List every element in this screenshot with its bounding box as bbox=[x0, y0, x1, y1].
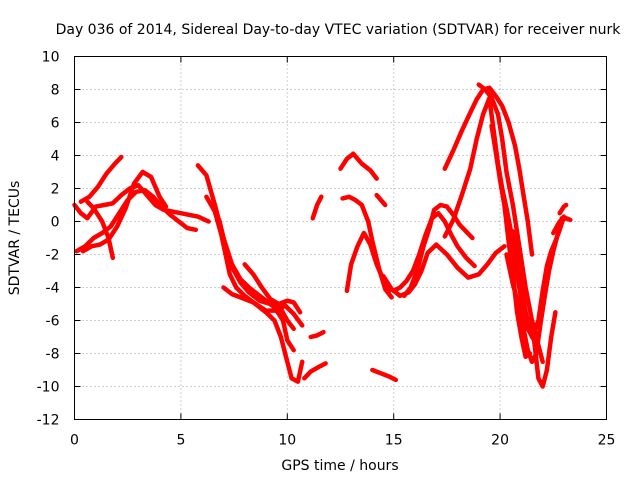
x-tick-label: 25 bbox=[598, 433, 616, 449]
x-tick-label: 0 bbox=[70, 433, 79, 449]
x-tick-labels: 0 5 10 15 20 25 bbox=[70, 433, 615, 449]
y-tick-label: 6 bbox=[51, 116, 60, 132]
y-tick-label: 8 bbox=[51, 83, 60, 99]
series-track-2 bbox=[74, 187, 199, 254]
y-tick-label: -6 bbox=[46, 314, 60, 330]
y-tick-label: -12 bbox=[37, 413, 60, 429]
series-track-13 bbox=[310, 194, 324, 221]
series-track-4 bbox=[78, 154, 124, 204]
series-track-16 bbox=[340, 194, 394, 300]
series-track-22 bbox=[442, 95, 492, 239]
y-tick-label: 10 bbox=[42, 50, 60, 66]
y-tick-label: 2 bbox=[51, 182, 60, 198]
series-track-23 bbox=[442, 85, 535, 257]
chart-title: Day 036 of 2014, Sidereal Day-to-day VTE… bbox=[56, 22, 622, 38]
series-track-27 bbox=[510, 214, 567, 340]
data-series bbox=[72, 82, 573, 389]
series-track-14 bbox=[338, 151, 379, 181]
series-track-29 bbox=[551, 215, 573, 236]
y-tick-label: 4 bbox=[51, 149, 60, 165]
series-track-3 bbox=[80, 169, 169, 254]
series-track-11 bbox=[302, 361, 328, 381]
series-track-30 bbox=[489, 123, 533, 360]
series-track-18 bbox=[374, 192, 388, 208]
y-tick-label: -8 bbox=[46, 347, 60, 363]
series-track-12 bbox=[308, 329, 326, 340]
x-axis-label: GPS time / hours bbox=[281, 458, 398, 474]
y-tick-labels: -12 -10 -8 -6 -4 -2 0 2 4 6 8 10 bbox=[37, 50, 60, 429]
y-axis-label: SDTVAR / TECUs bbox=[7, 181, 23, 296]
series-track-24 bbox=[476, 82, 545, 365]
series-track-17 bbox=[370, 367, 399, 383]
series-track-6 bbox=[195, 163, 296, 353]
x-tick-label: 10 bbox=[278, 433, 296, 449]
axis-ticks bbox=[74, 56, 607, 420]
x-tick-label: 15 bbox=[385, 433, 403, 449]
series-track-9 bbox=[221, 285, 305, 328]
y-tick-label: -10 bbox=[37, 380, 60, 396]
series-track-10 bbox=[242, 262, 303, 315]
x-tick-label: 5 bbox=[176, 433, 185, 449]
y-tick-label: 0 bbox=[51, 215, 60, 231]
series-track-5 bbox=[85, 199, 116, 261]
x-tick-label: 20 bbox=[491, 433, 509, 449]
series-track-28 bbox=[557, 202, 569, 216]
plot-frame bbox=[74, 56, 607, 420]
y-tick-label: -2 bbox=[46, 248, 60, 264]
grid-lines bbox=[74, 56, 607, 420]
y-tick-label: -4 bbox=[46, 281, 60, 297]
series-track-21 bbox=[402, 202, 475, 299]
